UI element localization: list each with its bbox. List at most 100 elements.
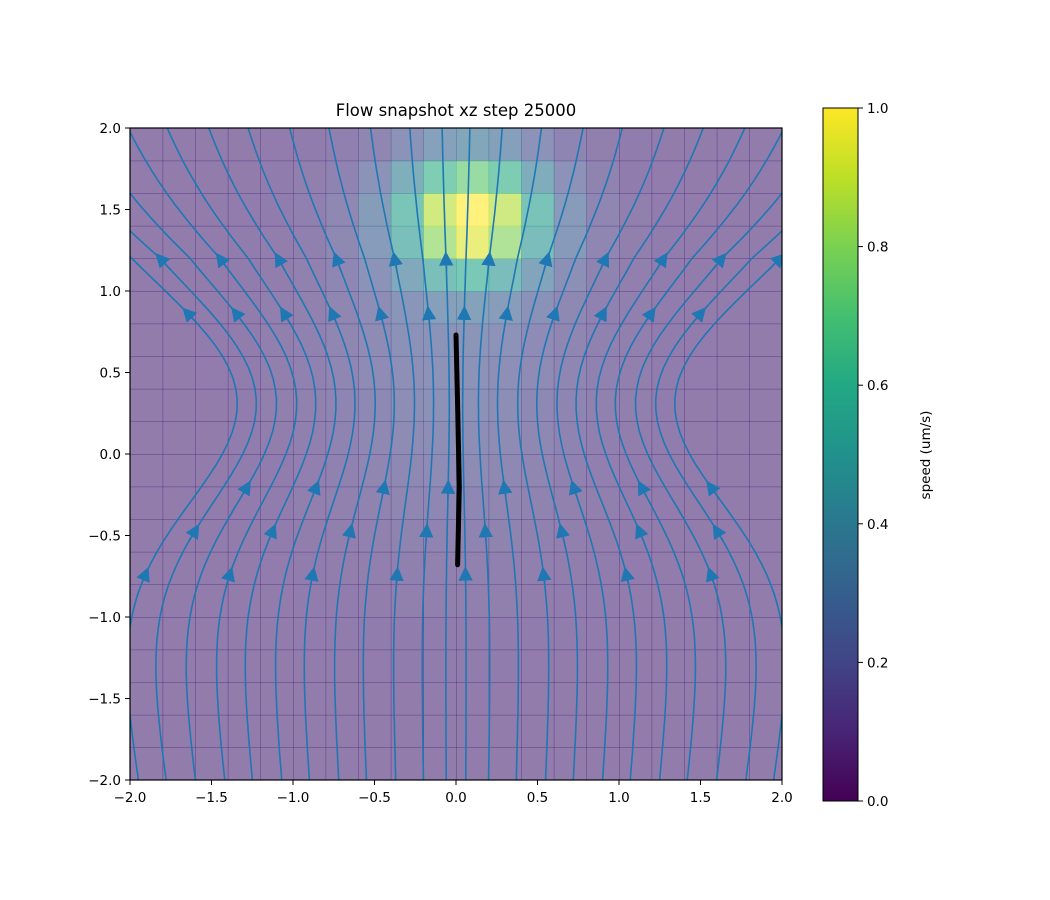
heatmap-cell — [553, 388, 587, 422]
heatmap-cell — [358, 225, 392, 259]
heatmap-cell — [195, 714, 229, 748]
heatmap-cell — [293, 193, 327, 227]
y-tick-label: 1.0 — [100, 284, 121, 300]
streamline — [673, 255, 782, 780]
heatmap-cell — [130, 388, 164, 422]
streamline — [496, 128, 543, 780]
streamline-arrow — [182, 307, 198, 325]
heatmap-cell — [130, 519, 164, 553]
streamlines — [130, 128, 782, 780]
heatmap-cell — [162, 682, 196, 716]
streamline-arrow — [546, 305, 560, 324]
heatmap-cell — [423, 519, 457, 553]
heatmap-cell — [553, 649, 587, 683]
heatmap-cell — [293, 128, 327, 162]
heatmap-cell — [162, 649, 196, 683]
streamline — [654, 229, 782, 780]
streamline-arrow — [620, 566, 635, 585]
heatmap-cell — [684, 225, 718, 259]
heatmap-cell — [716, 160, 750, 194]
heatmap-cell — [293, 388, 327, 422]
heatmap-cell — [684, 421, 718, 455]
x-axis: −2.0 −1.5 −1.0 −0.5 0.0 0.5 1.0 1.5 2.0 — [114, 780, 793, 806]
heatmap-cell — [684, 160, 718, 194]
heatmap-cell — [390, 128, 424, 162]
heatmap-cell — [553, 617, 587, 651]
heatmap-cell — [358, 584, 392, 618]
heatmap-cell — [456, 421, 490, 455]
x-tick-label: 1.5 — [690, 790, 711, 806]
heatmap-cell — [456, 388, 490, 422]
heatmap-cell — [488, 519, 522, 553]
heatmap-cell — [195, 388, 229, 422]
heatmap-cell — [325, 617, 359, 651]
streamline-arrow — [237, 480, 251, 498]
heatmap-cell — [456, 258, 490, 292]
streamline-arrow — [593, 306, 607, 324]
heatmap-cell — [749, 454, 782, 488]
heatmap-cell — [260, 128, 294, 162]
filament-line — [453, 332, 462, 568]
streamline — [634, 191, 782, 780]
heatmap-cell — [684, 291, 718, 325]
streamline-arrow — [231, 306, 246, 325]
heatmap-cell — [521, 682, 555, 716]
colorbar-tick-label: 0.2 — [867, 655, 888, 671]
heatmap-cell — [651, 356, 685, 390]
streamline — [535, 128, 624, 780]
heatmap-cell — [488, 649, 522, 683]
heatmap-cell — [488, 128, 522, 162]
heatmap-cell — [325, 649, 359, 683]
heatmap-cell — [553, 225, 587, 259]
heatmap-cell — [684, 649, 718, 683]
heatmap-cell — [749, 323, 782, 357]
heatmap-cell — [195, 356, 229, 390]
heatmap-cell — [130, 714, 164, 748]
heatmap-cell — [260, 747, 294, 780]
heatmap-cell — [390, 519, 424, 553]
heatmap-cell — [390, 714, 424, 748]
heatmap-cell — [260, 225, 294, 259]
heatmap-cell — [325, 323, 359, 357]
heatmap-cell — [651, 747, 685, 780]
heatmap-cell — [423, 225, 457, 259]
streamline-arrow — [419, 522, 434, 541]
streamline-arrow — [498, 305, 513, 324]
streamline-arrow — [712, 523, 727, 542]
heatmap-cell — [162, 356, 196, 390]
streamline-arrow — [537, 566, 552, 585]
heatmap-cell — [260, 649, 294, 683]
heatmap-cell — [488, 421, 522, 455]
heatmap-cell — [195, 682, 229, 716]
y-tick-label: −2.0 — [88, 773, 121, 789]
heatmap-cell — [423, 160, 457, 194]
heatmap-cell — [716, 421, 750, 455]
heatmap-cell — [716, 128, 750, 162]
heatmap-cell — [423, 649, 457, 683]
heatmap-cell — [619, 714, 653, 748]
heatmap-cell — [423, 128, 457, 162]
heatmap-cell — [293, 225, 327, 259]
heatmap-cell — [227, 258, 261, 292]
y-tick-label: −1.5 — [88, 692, 121, 708]
heatmap-cell — [521, 551, 555, 585]
heatmap-cell — [619, 584, 653, 618]
heatmap-cell — [651, 584, 685, 618]
heatmap-cell — [227, 584, 261, 618]
heatmap-cell — [684, 617, 718, 651]
heatmap-cell — [390, 682, 424, 716]
heatmap-cell — [488, 714, 522, 748]
heatmap-cell — [553, 323, 587, 357]
heatmap-cell — [521, 617, 555, 651]
heatmap-cell — [162, 160, 196, 194]
heatmap-cell — [325, 747, 359, 780]
heatmap-cell — [651, 649, 685, 683]
heatmap-cell — [586, 714, 620, 748]
colorbar: 0.0 0.2 0.4 0.6 0.8 1.0 speed (um/s) — [822, 101, 934, 810]
heatmap-cell — [325, 388, 359, 422]
heatmap-cell — [488, 454, 522, 488]
streamline-arrow — [478, 522, 493, 541]
streamline-arrow — [389, 566, 404, 585]
heatmap-cell — [195, 519, 229, 553]
colorbar-label: speed (um/s) — [918, 411, 934, 500]
